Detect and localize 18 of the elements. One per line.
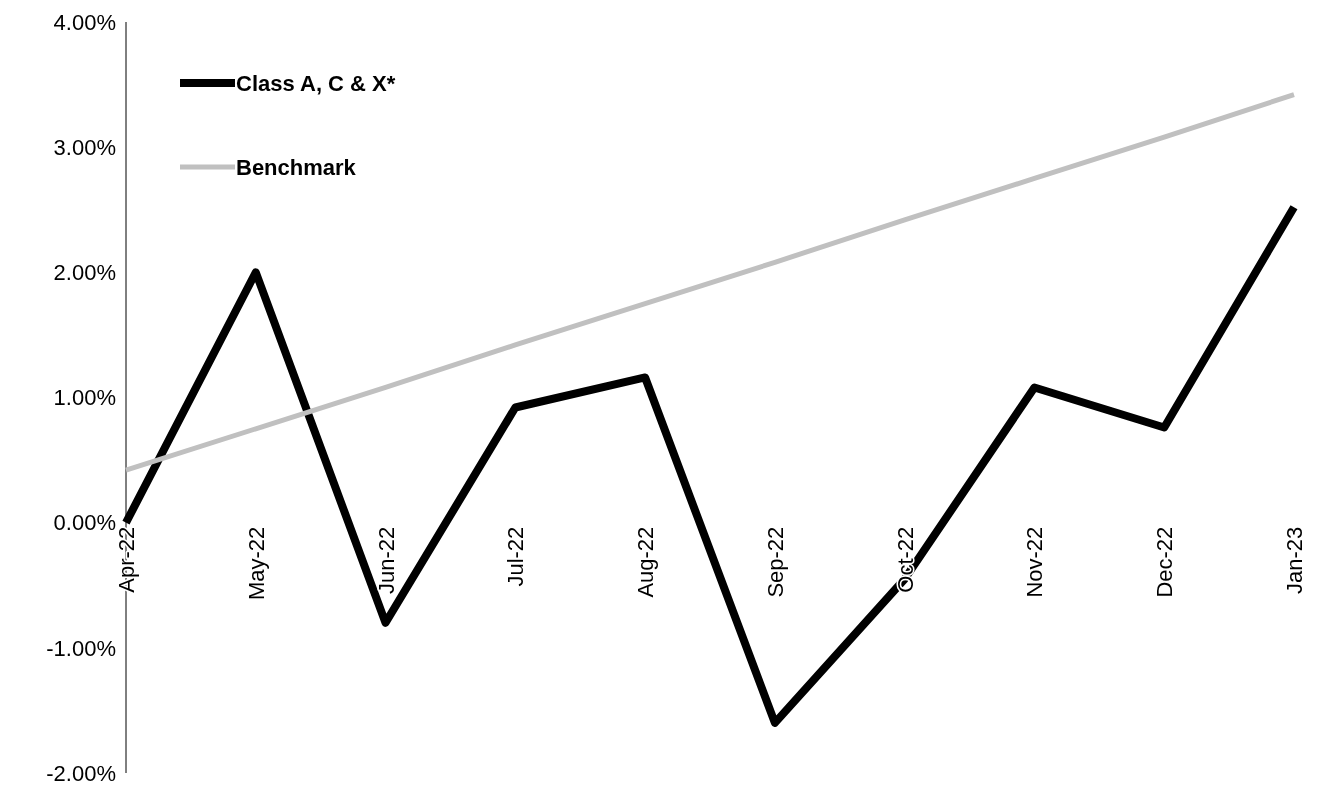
x-tick-label: Jul-22	[503, 526, 529, 587]
x-tick-label: Jun-22	[373, 526, 399, 594]
x-tick-label: Sep-22	[762, 526, 788, 598]
x-tick-label: Dec-22	[1152, 526, 1178, 598]
y-tick-label: 4.00%	[53, 9, 116, 35]
y-tick-label: -2.00%	[46, 760, 116, 786]
x-tick-label: Nov-22	[1022, 526, 1048, 598]
x-tick-label: Aug-22	[633, 526, 659, 598]
y-tick-label: -1.00%	[46, 635, 116, 661]
x-tick-label: Apr-22	[114, 526, 139, 593]
x-tick-label: Jan-23	[1282, 526, 1307, 594]
y-tick-label: 1.00%	[53, 385, 116, 411]
legend-label: Benchmark	[236, 154, 357, 180]
y-tick-label: 2.00%	[53, 260, 116, 286]
y-tick-label: 3.00%	[53, 134, 116, 160]
y-tick-label: 0.00%	[53, 510, 116, 536]
legend-label: Class A, C & X*	[236, 70, 396, 96]
x-tick-label: May-22	[243, 526, 269, 601]
